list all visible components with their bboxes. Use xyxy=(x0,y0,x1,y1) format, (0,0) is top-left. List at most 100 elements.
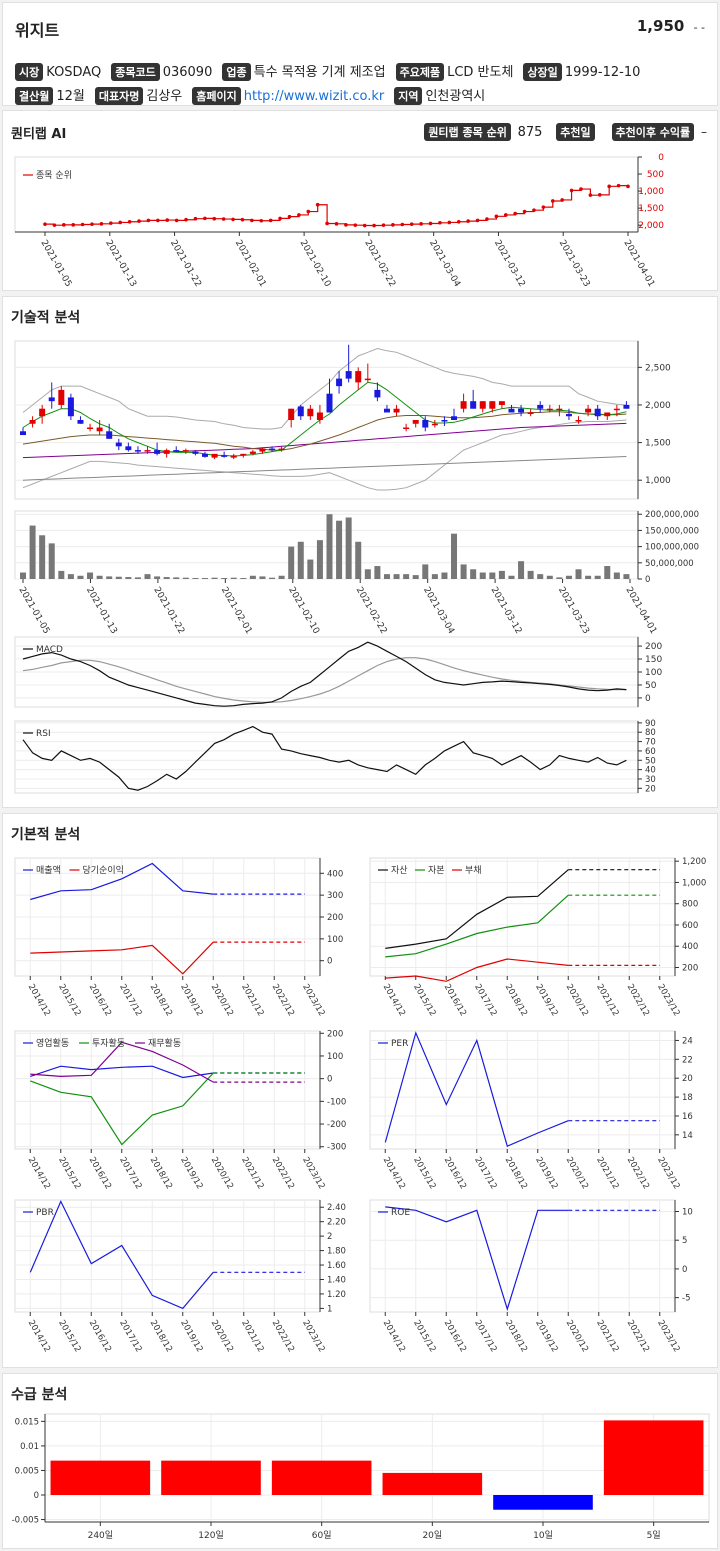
candle-body xyxy=(125,446,132,451)
x-tick-label: 240일 xyxy=(88,1530,113,1541)
info-value: 인천광역시 xyxy=(425,89,486,104)
y-tick-label: 1.20 xyxy=(327,1290,346,1300)
x-tick-label: 2016/12 xyxy=(87,1319,113,1355)
info-label: 시장 xyxy=(15,63,44,81)
y-tick-label: 70 xyxy=(645,738,656,748)
candle-body xyxy=(422,420,429,428)
x-tick-label: 2016/12 xyxy=(442,1156,468,1192)
x-tick-label: 2021-02-10 xyxy=(286,586,321,637)
candle-body xyxy=(96,427,103,432)
y-tick-label: 1,200 xyxy=(682,857,706,867)
info-value: LCD 반도체 xyxy=(447,65,514,80)
y-tick-label: 0.005 xyxy=(15,1466,39,1476)
rank-label: 퀀티랩 종목 순위 xyxy=(424,123,511,141)
candle-body xyxy=(393,408,400,413)
rank-point xyxy=(522,209,527,214)
x-tick-label: 2021-03-23 xyxy=(557,239,592,289)
y-tick-label: 200 xyxy=(327,1029,343,1039)
candle-body xyxy=(134,450,141,452)
x-tick-label: 2021-04-01 xyxy=(623,586,658,636)
volume-bar xyxy=(211,577,218,579)
rank-point xyxy=(90,222,94,226)
candle-body xyxy=(77,420,84,424)
y-tick-label: 1,000 xyxy=(645,476,671,486)
panel-frame xyxy=(369,1030,676,1150)
y-tick-label: 2,500 xyxy=(645,363,671,373)
volume-bar xyxy=(345,517,352,579)
y-tick-label: 1,000 xyxy=(682,878,706,888)
tech-card: 기술적 분석 1,000 1,500 2,000 2,500 0 50,000,000 10… xyxy=(2,296,718,808)
volume-bar xyxy=(77,575,84,579)
volume-bar xyxy=(594,575,601,579)
volume-bar xyxy=(221,578,228,579)
series-line xyxy=(30,1065,214,1079)
rank-point xyxy=(325,221,329,226)
volume-bar xyxy=(489,572,496,579)
volume-bar xyxy=(20,572,26,579)
candle-body xyxy=(316,412,323,420)
candle-body xyxy=(489,401,496,409)
candle-body xyxy=(412,420,419,424)
y-tick-label: 100 xyxy=(327,935,343,945)
ma5-line xyxy=(22,381,627,457)
x-tick-label: 2021/12 xyxy=(239,1319,265,1355)
x-tick-label: 2021-01-13 xyxy=(103,239,138,289)
volume-bar xyxy=(182,577,189,579)
volume-bar xyxy=(412,575,419,579)
volume-bar xyxy=(278,575,285,579)
x-tick-label: 2021-02-01 xyxy=(233,239,268,289)
candle-body xyxy=(623,404,630,409)
x-tick-label: 2022/12 xyxy=(625,983,651,1019)
bb-upper-line xyxy=(22,347,627,430)
info-row: 시장 KOSDAQ 종목코드 036090 업종 특수 목적용 기계 제조업 주요제품 LCD… xyxy=(15,61,650,81)
x-tick-label: 2021-02-22 xyxy=(362,239,397,289)
series-line xyxy=(30,941,214,975)
price-value: 1,950 xyxy=(636,17,685,35)
candle-body xyxy=(144,450,151,452)
ma120-line xyxy=(22,456,627,481)
x-tick-label: 2021-04-01 xyxy=(621,239,656,289)
x-tick-label: 2021-02-01 xyxy=(219,586,254,636)
y-tick-label: -100 xyxy=(327,1097,346,1107)
candle-body xyxy=(249,451,256,454)
candle-body xyxy=(87,427,94,430)
candle-body xyxy=(240,453,247,456)
info-value: 특수 목적용 기계 제조업 xyxy=(253,65,386,80)
candle-body xyxy=(259,448,266,452)
y-tick-label: 2 xyxy=(327,1232,332,1242)
supply-chart: -0.005 0 0.005 0.01 0.015 240일 120일 60일 20일 10일 5일 xyxy=(12,1413,710,1541)
panel-frame xyxy=(14,340,639,500)
x-tick-label: 2017/12 xyxy=(117,1156,143,1192)
rec-return-value: – xyxy=(701,125,707,139)
rank-point xyxy=(71,223,76,227)
y-tick-label: 1,500 xyxy=(638,204,664,214)
rec-date-label: 추천일 xyxy=(556,123,595,141)
y-tick-label: 0 xyxy=(327,1075,332,1085)
rank-point xyxy=(579,187,583,191)
rank-point xyxy=(174,218,179,223)
rank-point xyxy=(62,223,66,227)
x-tick-label: 2020/12 xyxy=(564,1156,590,1192)
x-tick-label: 2021-03-23 xyxy=(556,586,591,636)
x-tick-label: 2021/12 xyxy=(239,983,265,1019)
y-tick-label: 2,000 xyxy=(645,401,671,411)
legend-label: PBR xyxy=(36,1208,54,1218)
rank-point xyxy=(240,217,245,222)
x-tick-label: 2020/12 xyxy=(209,983,235,1019)
homepage-link[interactable]: http://www.wizit.co.kr xyxy=(243,89,385,104)
volume-bar xyxy=(460,564,467,579)
y-tick-label: 150,000,000 xyxy=(645,526,699,536)
y-tick-label: 50,000,000 xyxy=(645,559,694,569)
y-tick-label: 0.01 xyxy=(20,1442,39,1452)
y-tick-label: 0 xyxy=(682,1265,687,1275)
candle-body xyxy=(431,423,438,426)
y-tick-label: 600 xyxy=(682,921,698,931)
y-tick-label: 18 xyxy=(682,1093,693,1103)
ai-card: 퀀티랩 AI 퀀티랩 종목 순위 875 추천일 추천이후 수익률 – 0 500… xyxy=(2,110,718,291)
x-tick-label: 2018/12 xyxy=(503,1156,529,1192)
supply-bar xyxy=(161,1460,261,1495)
candle-body xyxy=(451,416,458,420)
candle-body xyxy=(278,448,285,451)
candle-body xyxy=(585,408,592,413)
rank-point xyxy=(137,219,141,223)
